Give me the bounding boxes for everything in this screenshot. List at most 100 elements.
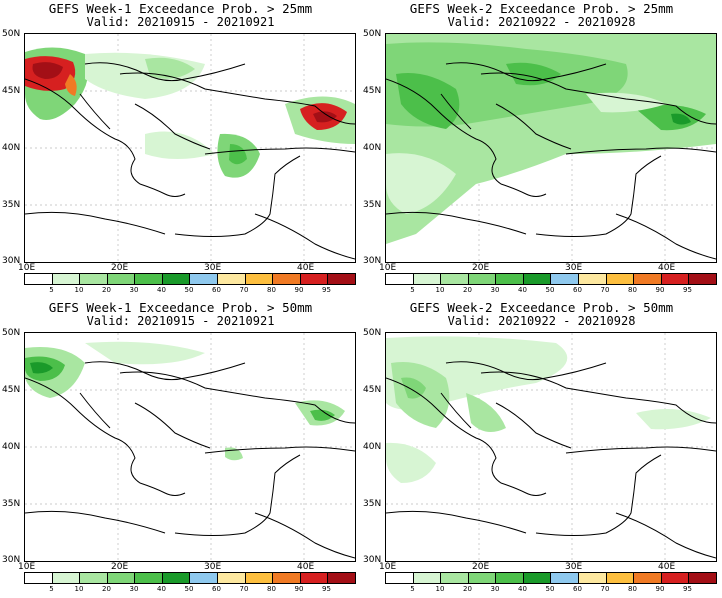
colorbar-bin xyxy=(551,573,580,583)
colorbar-bin xyxy=(52,274,81,284)
lon-label-10e: 10E xyxy=(379,263,397,273)
colorbar-bin xyxy=(551,274,580,284)
colorbar-bin xyxy=(300,573,329,583)
colorbar-bin xyxy=(52,573,81,583)
probability-shading xyxy=(386,34,716,244)
colorbar-bin xyxy=(579,573,607,583)
colorbar-label: 20 xyxy=(463,286,472,294)
colorbar-label: 70 xyxy=(239,286,249,294)
probability-map xyxy=(24,33,356,263)
lon-label-40e: 40E xyxy=(297,263,315,273)
lat-label-45n: 45N xyxy=(363,86,382,96)
lon-label-20e: 20E xyxy=(111,263,129,273)
colorbar-bin xyxy=(468,573,497,583)
lat-label-40n: 40N xyxy=(363,143,382,153)
map-panel-week2-25mm: GEFS Week-2 Exceedance Prob. > 25mm Vali… xyxy=(361,0,722,299)
colorbar-bin xyxy=(273,274,301,284)
lon-label-10e: 10E xyxy=(18,263,36,273)
map-canvas xyxy=(25,34,355,262)
colorbar-bin xyxy=(162,573,191,583)
colorbar-bin xyxy=(190,573,219,583)
lon-label-20e: 20E xyxy=(472,562,490,572)
colorbar-label: 5 xyxy=(49,286,54,294)
colorbar-bin xyxy=(107,274,136,284)
map-canvas xyxy=(386,333,716,561)
colorbar-label: 80 xyxy=(267,585,276,593)
colorbar-label: 70 xyxy=(600,286,610,294)
colorbar-bin xyxy=(606,274,635,284)
lon-label-30e: 30E xyxy=(204,263,222,273)
panel-title: GEFS Week-2 Exceedance Prob. > 25mm xyxy=(409,1,674,16)
colorbar-label: 60 xyxy=(573,286,582,294)
lat-label-45n: 45N xyxy=(2,86,21,96)
lat-label-50n: 50N xyxy=(2,29,21,39)
colorbar-label: 95 xyxy=(683,286,692,294)
colorbar-label: 40 xyxy=(518,286,527,294)
colorbar-label: 40 xyxy=(518,585,527,593)
colorbar-label: 80 xyxy=(628,286,637,294)
colorbar-bin xyxy=(135,573,163,583)
lon-label-30e: 30E xyxy=(565,263,583,273)
colorbar-label: 70 xyxy=(600,585,610,593)
colorbar-label: 60 xyxy=(212,286,221,294)
colorbar-bin xyxy=(634,573,662,583)
lat-label-50n: 50N xyxy=(363,29,382,39)
colorbar-label: 50 xyxy=(545,585,555,593)
colorbar-label: 80 xyxy=(628,585,637,593)
colorbar-bin xyxy=(245,274,274,284)
colorbar-label: 30 xyxy=(490,585,500,593)
colorbar-bin xyxy=(218,573,246,583)
colorbar-label: 40 xyxy=(157,585,166,593)
colorbar-bin xyxy=(300,274,329,284)
colorbar-label: 20 xyxy=(102,585,111,593)
lon-label-30e: 30E xyxy=(204,562,222,572)
colorbar-label: 60 xyxy=(573,585,582,593)
colorbar-bin xyxy=(190,274,219,284)
probability-shading xyxy=(25,47,355,178)
colorbar-label: 5 xyxy=(410,585,415,593)
lon-label-10e: 10E xyxy=(18,562,36,572)
colorbar-bin xyxy=(218,274,246,284)
colorbar-bin xyxy=(689,573,716,583)
colorbar-label: 20 xyxy=(102,286,111,294)
colorbar-label: 70 xyxy=(239,585,249,593)
lon-label-40e: 40E xyxy=(658,562,676,572)
lat-label-30n: 30N xyxy=(2,256,21,266)
lon-label-10e: 10E xyxy=(379,562,397,572)
colorbar-bin xyxy=(80,274,108,284)
map-canvas xyxy=(386,34,716,262)
colorbar-bin xyxy=(135,274,163,284)
panel-title: GEFS Week-1 Exceedance Prob. > 50mm xyxy=(48,300,313,315)
colorbar-bin xyxy=(413,274,442,284)
panel-valid-dates: Valid: 20210922 - 20210928 xyxy=(447,15,636,29)
colorbar-label: 60 xyxy=(212,585,221,593)
colorbar-labels: 5 10 20 30 40 50 60 70 80 90 95 xyxy=(385,286,717,296)
lon-label-40e: 40E xyxy=(658,263,676,273)
panel-valid-dates: Valid: 20210922 - 20210928 xyxy=(447,314,636,328)
lat-label-40n: 40N xyxy=(363,442,382,452)
lat-label-50n: 50N xyxy=(2,328,21,338)
probability-shading xyxy=(386,336,711,483)
colorbar-bin xyxy=(328,274,355,284)
colorbar-bin xyxy=(468,274,497,284)
colorbar-bin xyxy=(162,274,191,284)
lat-label-35n: 35N xyxy=(363,499,382,509)
colorbar-bin xyxy=(386,274,414,284)
panel-valid-dates: Valid: 20210915 - 20210921 xyxy=(86,314,275,328)
colorbar-bin xyxy=(386,573,414,583)
lat-label-35n: 35N xyxy=(2,499,21,509)
colorbar-label: 90 xyxy=(294,286,304,294)
colorbar-bin xyxy=(579,274,607,284)
lat-label-35n: 35N xyxy=(2,200,21,210)
lat-label-40n: 40N xyxy=(2,143,21,153)
panel-title: GEFS Week-1 Exceedance Prob. > 25mm xyxy=(48,1,313,16)
lon-label-40e: 40E xyxy=(297,562,315,572)
colorbar xyxy=(385,273,717,285)
colorbar-bin xyxy=(689,274,716,284)
colorbar-label: 5 xyxy=(410,286,415,294)
lat-label-30n: 30N xyxy=(363,555,382,565)
lon-label-20e: 20E xyxy=(472,263,490,273)
colorbar-label: 50 xyxy=(545,286,555,294)
colorbar-bin xyxy=(441,274,469,284)
coastlines-borders xyxy=(386,62,716,260)
